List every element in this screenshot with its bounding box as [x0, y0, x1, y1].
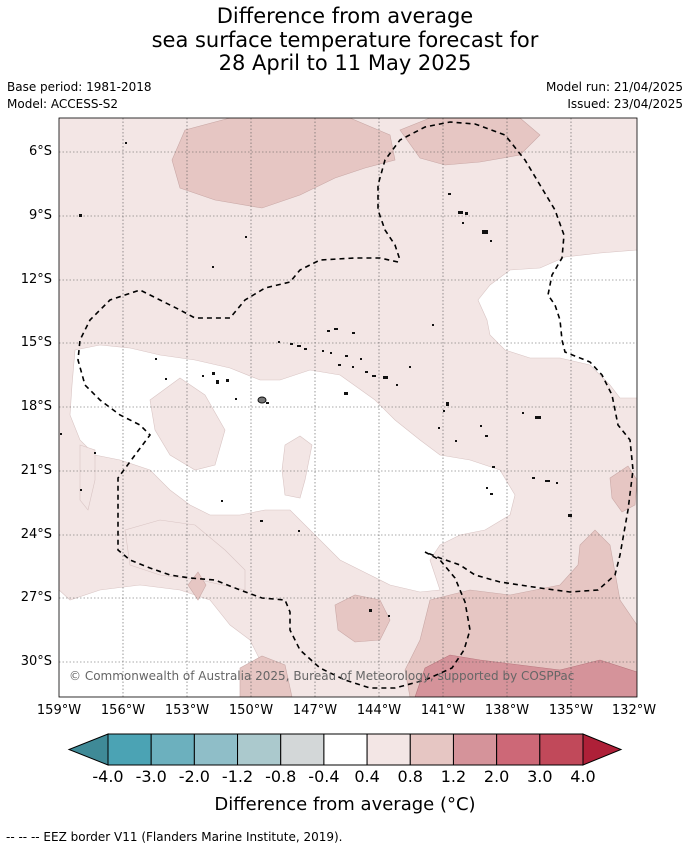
lat-label: 24°S	[20, 527, 52, 542]
lon-label: 150°W	[228, 703, 274, 718]
colorbar-tick-label: 3.0	[527, 767, 553, 786]
colorbar-max-arrow	[582, 733, 623, 766]
colorbar-segment	[237, 733, 282, 766]
lon-label: 138°W	[484, 703, 530, 718]
colorbar-tick-label: -0.8	[265, 767, 297, 786]
eez-border	[77, 121, 634, 689]
lon-label: 147°W	[292, 703, 338, 718]
map-layers	[59, 118, 637, 697]
lon-label: 144°W	[356, 703, 402, 718]
colorbar-min-arrow	[67, 733, 109, 766]
lat-label: 30°S	[20, 654, 52, 669]
warm-region-south-1	[334, 594, 391, 643]
warm-region-east-edge	[609, 465, 637, 513]
lon-label: 153°W	[164, 703, 210, 718]
lon-label: 156°W	[100, 703, 146, 718]
colorbar-tick-label: 4.0	[570, 767, 596, 786]
anomaly-patch-4	[124, 519, 246, 591]
colorbar-segment	[280, 733, 325, 766]
colorbar-tick-label: -2.0	[178, 767, 210, 786]
warm-region-south-2	[239, 655, 293, 697]
neutral-region-east	[477, 249, 637, 399]
colorbar-title: Difference from average (°C)	[214, 794, 476, 815]
anomaly-patch-1	[149, 377, 226, 471]
colorbar-tick-label: 2.0	[483, 767, 510, 786]
colorbar-tick-label: -4.0	[92, 767, 124, 786]
lat-label: 15°S	[20, 335, 52, 350]
colorbar-tick-label: -1.2	[221, 767, 254, 786]
warm-region-southeast	[404, 529, 637, 697]
lat-label: 12°S	[20, 272, 52, 287]
model-name: Model: ACCESS-S2	[7, 97, 119, 111]
lon-label: 132°W	[611, 703, 657, 718]
map-frame	[58, 117, 638, 698]
colorbar-segment	[107, 733, 152, 766]
anomaly-patch-2	[281, 435, 313, 499]
lon-label: 135°W	[548, 703, 594, 718]
colorbar-segment	[323, 733, 368, 766]
colorbar-segment	[409, 733, 454, 766]
base-period: Base period: 1981-2018	[7, 80, 152, 94]
warm-region-north	[171, 118, 396, 209]
lon-label: 159°W	[36, 703, 82, 718]
lat-label: 21°S	[20, 463, 52, 478]
colorbar-tick-label: -0.4	[308, 767, 340, 786]
lat-label: 18°S	[20, 399, 52, 414]
title-line-2: sea surface temperature forecast for	[151, 28, 539, 52]
lat-label: 27°S	[20, 590, 52, 605]
copyright-notice: © Commonwealth of Australia 2025, Bureau…	[69, 669, 575, 683]
colorbar-segment	[452, 733, 498, 766]
colorbar-tick-label: -3.0	[135, 767, 167, 786]
lon-label: 141°W	[420, 703, 466, 718]
eez-footnote: -- -- -- EEZ border V11 (Flanders Marine…	[6, 830, 343, 844]
title-line-1: Difference from average	[216, 4, 474, 28]
colorbar-segment	[366, 733, 411, 766]
lat-label: 6°S	[28, 144, 52, 159]
model-run: Model run: 21/04/2025	[545, 80, 683, 94]
colorbar-segment	[539, 733, 584, 766]
colorbar-segment	[496, 733, 541, 766]
colorbar-segment	[150, 733, 195, 766]
lat-label: 9°S	[28, 208, 52, 223]
title-line-3: 28 April to 11 May 2025	[218, 51, 472, 75]
colorbar	[67, 733, 623, 766]
colorbar-tick-label: 1.2	[440, 767, 467, 786]
strong-warm-region	[414, 654, 637, 697]
neutral-region-southwest	[59, 584, 261, 697]
colorbar-tick-label: 0.8	[397, 767, 423, 786]
colorbar-segment	[193, 733, 239, 766]
colorbar-tick-label: 0.4	[354, 767, 380, 786]
islands	[60, 142, 572, 617]
issued-date: Issued: 23/04/2025	[567, 97, 683, 111]
